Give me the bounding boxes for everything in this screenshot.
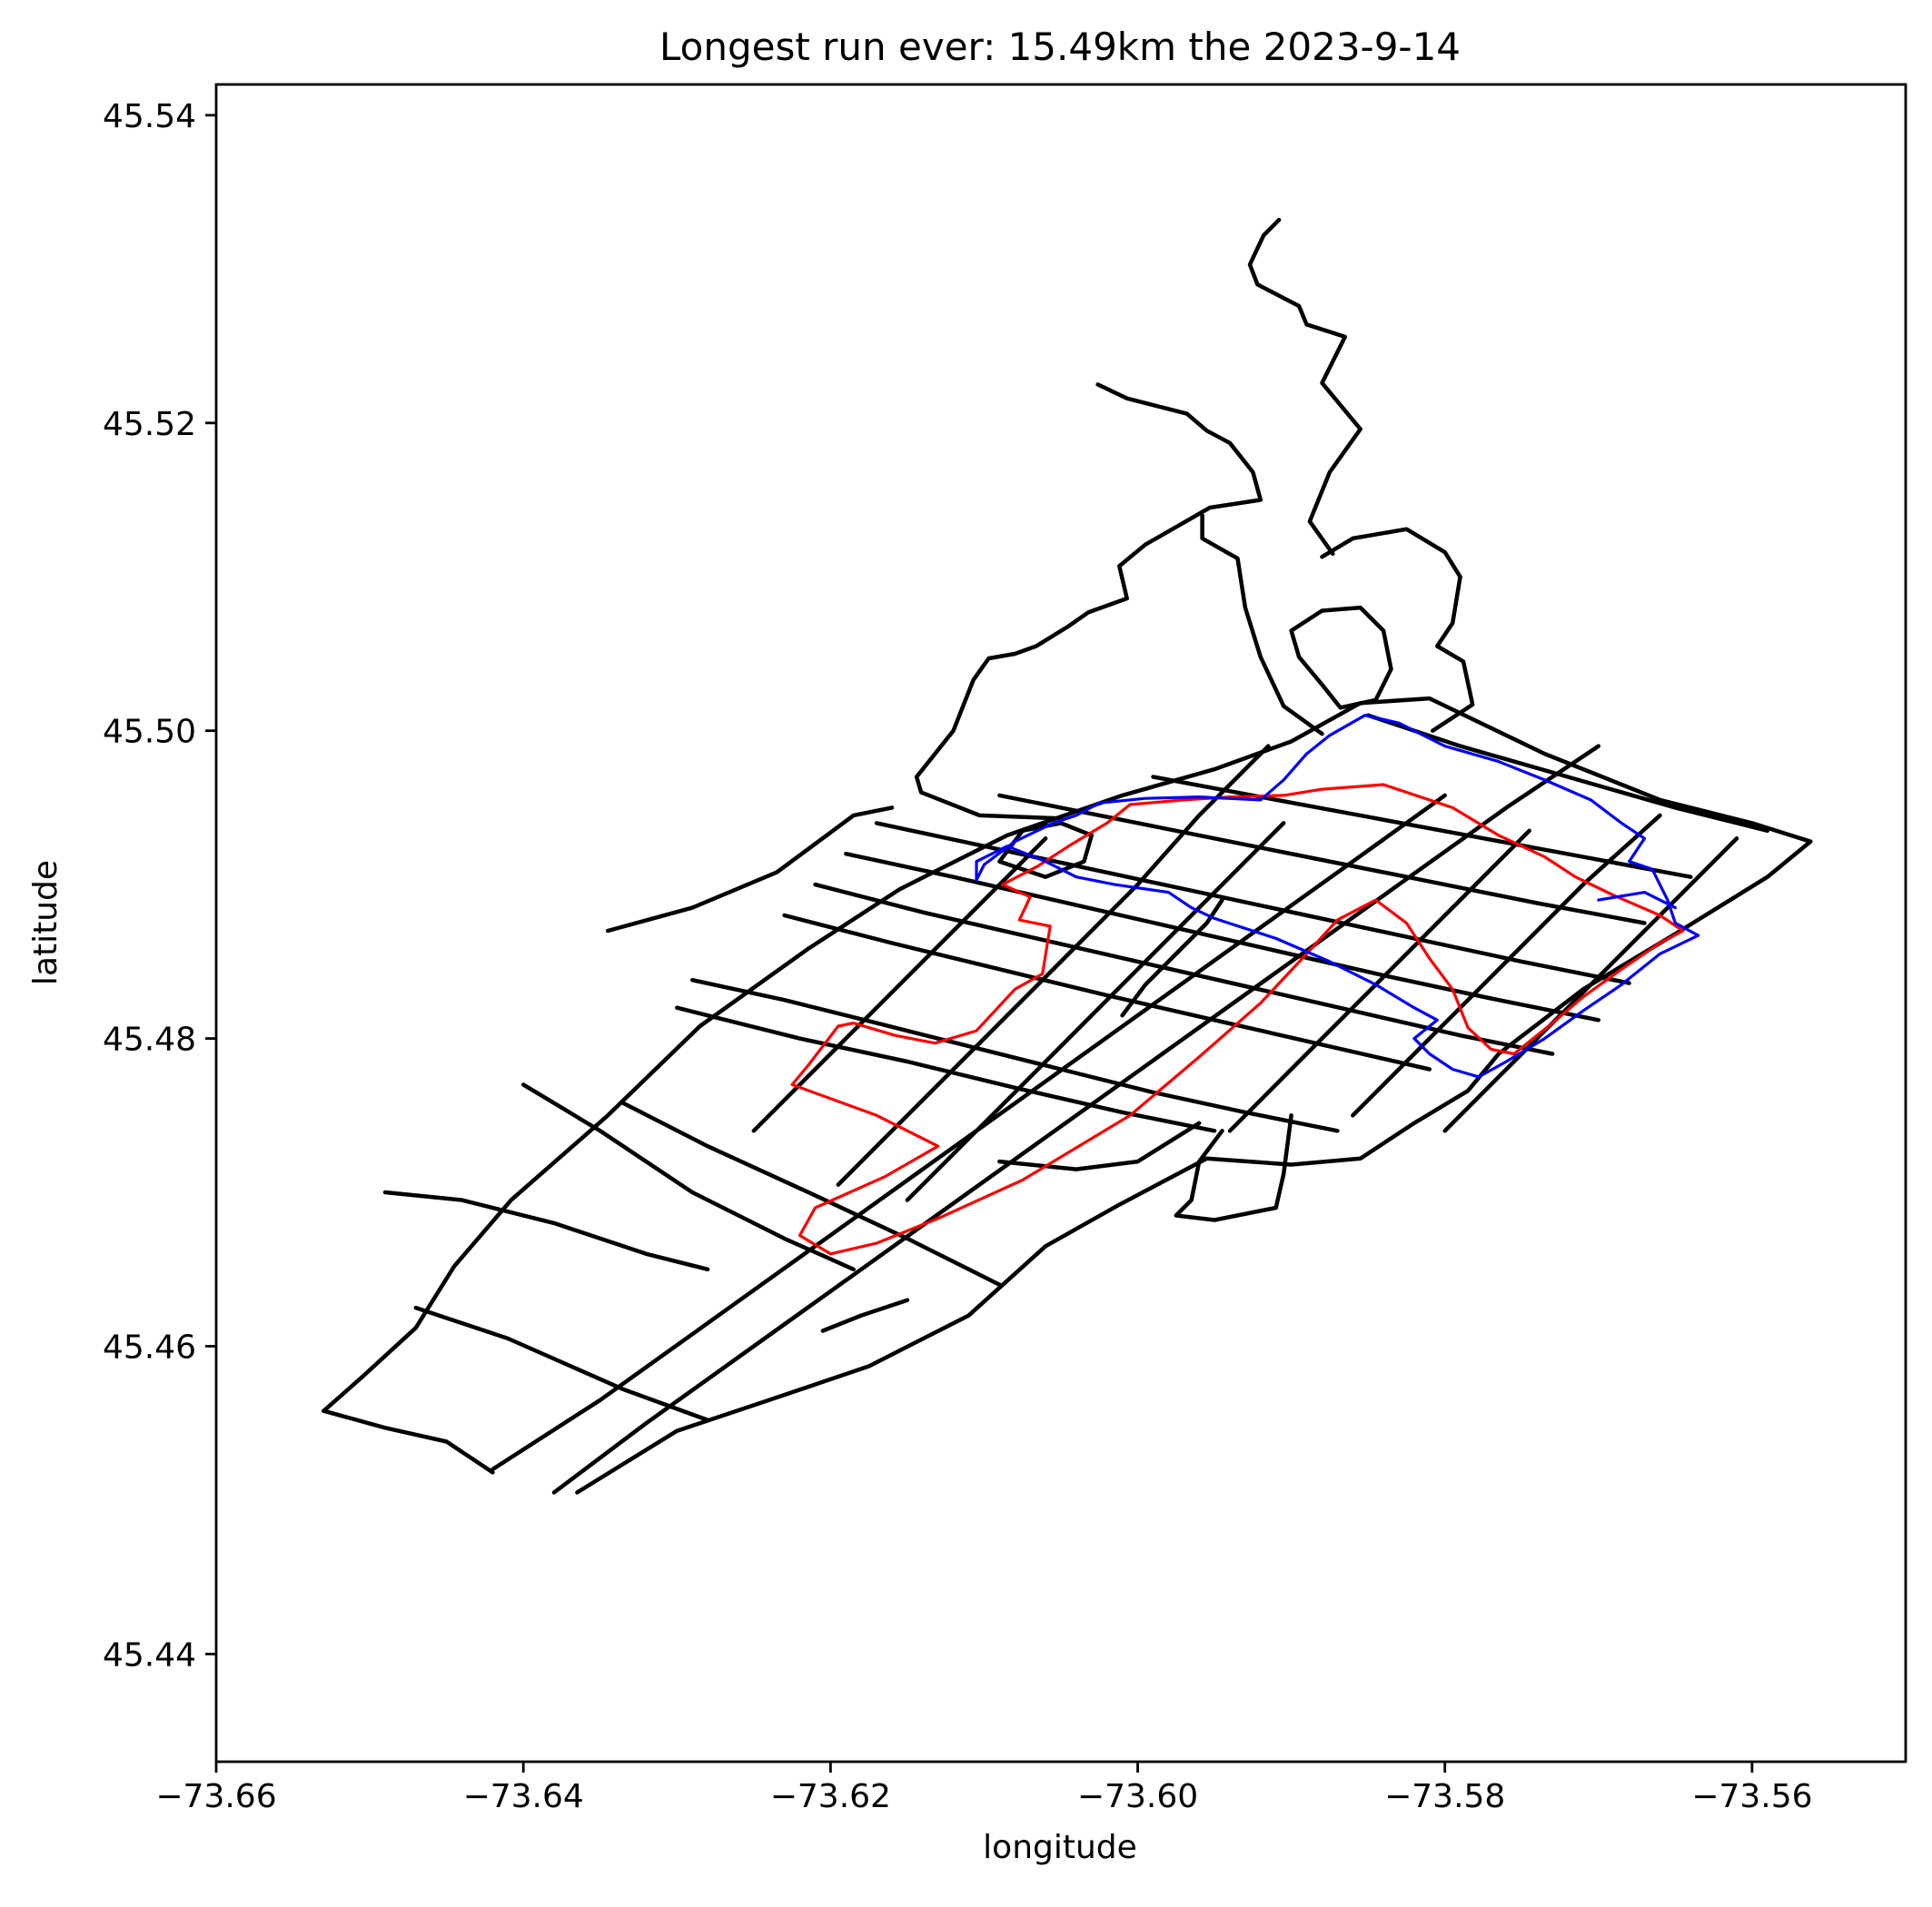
y-tick-label: 45.54 bbox=[103, 98, 196, 135]
run-track-0 bbox=[1247, 217, 1362, 557]
x-axis-label: longitude bbox=[983, 1829, 1137, 1866]
run-track-24 bbox=[905, 821, 1286, 1202]
x-tick-label: −73.56 bbox=[1691, 1778, 1812, 1815]
run-track-13 bbox=[675, 1005, 1217, 1133]
highlighted-run-track-37 bbox=[1597, 891, 1677, 910]
run-track-5 bbox=[575, 839, 1813, 1495]
run-track-15 bbox=[813, 882, 1555, 1056]
x-tick-label: −73.66 bbox=[155, 1778, 276, 1815]
run-track-27 bbox=[1351, 813, 1662, 1118]
run-track-8 bbox=[413, 1305, 710, 1423]
run-tracks bbox=[322, 217, 1813, 1495]
run-track-29 bbox=[1174, 1113, 1293, 1222]
run-track-18 bbox=[997, 793, 1647, 925]
y-tick-label: 45.50 bbox=[103, 714, 196, 751]
run-track-11 bbox=[605, 805, 895, 934]
run-track-4 bbox=[322, 696, 1813, 1413]
run-track-32 bbox=[1120, 897, 1224, 1018]
y-axis-label: latitude bbox=[27, 860, 64, 985]
run-track-7 bbox=[382, 1190, 710, 1272]
x-axis: −73.66 −73.64 −73.62 −73.60 −73.58 −73.56 bbox=[155, 1762, 1813, 1815]
y-tick-label: 45.48 bbox=[103, 1022, 196, 1059]
run-track-23 bbox=[836, 744, 1271, 1187]
run-track-9 bbox=[520, 1082, 856, 1272]
y-tick-label: 45.46 bbox=[103, 1329, 196, 1366]
run-track-34 bbox=[997, 1121, 1202, 1171]
run-track-33 bbox=[820, 1298, 910, 1333]
run-track-2 bbox=[1200, 513, 1324, 736]
run-track-10 bbox=[620, 1101, 1002, 1287]
highlighted-run-track-35 bbox=[790, 783, 1685, 1256]
run-track-30 bbox=[997, 821, 1095, 879]
run-track-12 bbox=[689, 977, 1340, 1133]
x-tick-label: −73.58 bbox=[1384, 1778, 1505, 1815]
run-track-26 bbox=[1442, 836, 1739, 1133]
run-track-22 bbox=[551, 744, 1601, 1495]
run-track-28 bbox=[1227, 828, 1531, 1133]
y-tick-label: 45.52 bbox=[103, 406, 196, 443]
run-track-3 bbox=[1320, 527, 1475, 733]
run-track-20 bbox=[1365, 713, 1770, 834]
y-axis: 45.44 45.46 45.48 45.50 45.52 45.54 bbox=[103, 98, 216, 1674]
run-track-19 bbox=[1151, 775, 1693, 879]
run-track-31 bbox=[1289, 605, 1393, 710]
highlighted-run-track-36 bbox=[975, 714, 1700, 1079]
run-track-6 bbox=[322, 1408, 495, 1475]
run-track-14 bbox=[782, 913, 1432, 1072]
plot-area bbox=[214, 83, 1907, 1764]
run-track-25 bbox=[751, 836, 1048, 1133]
y-tick-label: 45.44 bbox=[103, 1636, 196, 1674]
x-tick-label: −73.64 bbox=[463, 1778, 584, 1815]
run-track-1 bbox=[914, 382, 1263, 821]
chart-title: Longest run ever: 15.49km the 2023-9-14 bbox=[659, 25, 1461, 69]
x-tick-label: −73.60 bbox=[1077, 1778, 1198, 1815]
axes-frame bbox=[214, 83, 1907, 1764]
x-tick-label: −73.62 bbox=[770, 1778, 891, 1815]
